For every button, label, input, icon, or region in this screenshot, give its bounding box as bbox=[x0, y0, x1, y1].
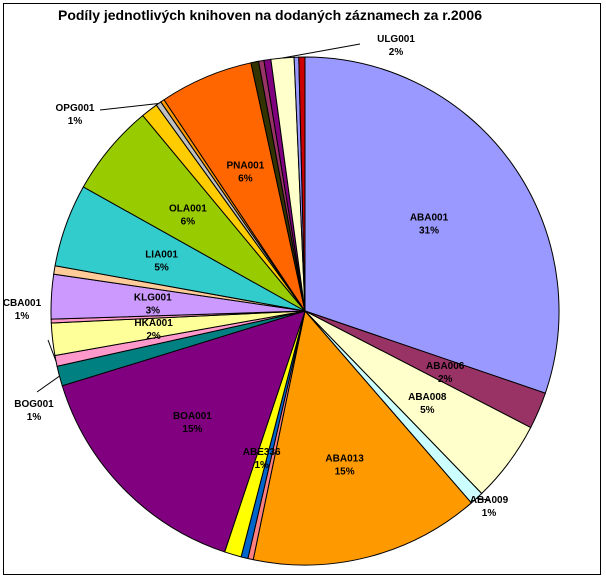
leader-line-opg001 bbox=[99, 103, 159, 111]
leader-line-ulg001 bbox=[282, 43, 361, 59]
leader-line-bog001 bbox=[36, 375, 60, 393]
pie-slice-aba001 bbox=[304, 56, 560, 394]
pie-slice-boa001 bbox=[61, 310, 306, 553]
slice-name-label-boa001: BOA001 bbox=[173, 411, 212, 422]
slice-name-label-ulg001: ULG001 bbox=[377, 34, 415, 45]
slice-percent-label-lia001: 5% bbox=[154, 263, 169, 274]
slice-name-label-aba013: ABA013 bbox=[325, 453, 364, 464]
slice-name-label-aba009: ABA009 bbox=[470, 495, 509, 506]
slice-percent-label-hka001: 2% bbox=[146, 331, 161, 342]
slice-name-label-opg001: OPG001 bbox=[56, 103, 95, 114]
slice-percent-label-bog001: 1% bbox=[27, 412, 42, 423]
pie-slice-aba013 bbox=[252, 309, 473, 566]
slice-percent-label-aba009: 1% bbox=[482, 508, 497, 519]
slice-percent-label-ulg001: 2% bbox=[389, 47, 404, 58]
slice-percent-label-aba006: 2% bbox=[438, 374, 453, 385]
leader-line-aba009 bbox=[476, 497, 490, 501]
slice-name-label-aba008: ABA008 bbox=[408, 392, 447, 403]
chart-title: Podíly jednotlivých knihoven na dodaných… bbox=[57, 7, 483, 23]
leader-line-cba001 bbox=[47, 339, 57, 362]
slice-name-label-aba001: ABA001 bbox=[410, 212, 449, 223]
slice-name-label-klg001: KLG001 bbox=[134, 292, 172, 303]
slice-name-label-lia001: LIA001 bbox=[145, 250, 178, 261]
slice-name-label-hka001: HKA001 bbox=[134, 318, 173, 329]
slice-name-label-bog001: BOG001 bbox=[14, 399, 54, 410]
slice-percent-label-abe336: 1% bbox=[254, 460, 269, 471]
slice-percent-label-aba013: 15% bbox=[335, 466, 355, 477]
slice-name-label-aba006: ABA006 bbox=[426, 361, 465, 372]
slice-percent-label-boa001: 15% bbox=[182, 424, 202, 435]
slice-percent-label-opg001: 1% bbox=[68, 116, 83, 127]
slice-percent-label-pna001: 6% bbox=[238, 174, 253, 185]
slice-percent-label-ola001: 6% bbox=[181, 217, 196, 228]
slice-percent-label-aba001: 31% bbox=[419, 225, 439, 236]
pie-slice-26 bbox=[298, 56, 306, 312]
slice-name-label-abe336: ABE336 bbox=[243, 447, 281, 458]
slice-percent-label-aba008: 5% bbox=[420, 405, 435, 416]
slice-percent-label-klg001: 3% bbox=[146, 305, 161, 316]
slice-name-label-ola001: OLA001 bbox=[169, 204, 207, 215]
slice-name-label-cba001: CBA001 bbox=[3, 298, 42, 309]
slice-percent-label-cba001: 1% bbox=[15, 311, 30, 322]
slice-name-label-pna001: PNA001 bbox=[226, 161, 264, 172]
